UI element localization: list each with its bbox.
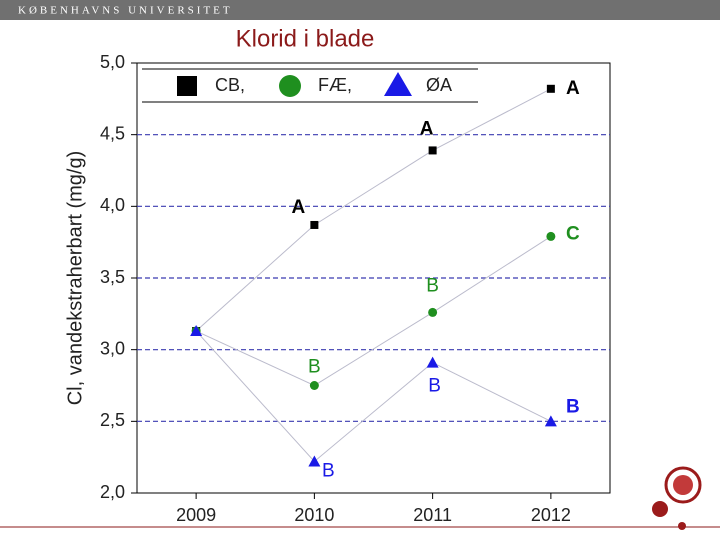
legend-marker — [177, 76, 197, 96]
significance-letter: B — [322, 460, 335, 481]
point — [546, 231, 556, 241]
x-tick-label: 2012 — [531, 505, 571, 525]
point — [428, 146, 437, 155]
chart-title: Klorid i blade — [236, 25, 375, 52]
y-tick-label: 2,0 — [100, 482, 125, 502]
point — [308, 455, 321, 467]
series-line — [195, 88, 552, 332]
y-tick-label: 2,5 — [100, 410, 125, 430]
significance-letter: B — [308, 357, 321, 378]
significance-letter: A — [420, 118, 434, 139]
point — [190, 325, 203, 337]
point — [309, 381, 319, 390]
significance-letter: B — [426, 275, 439, 296]
legend-label: CB, — [215, 75, 245, 95]
y-tick-label: 5,0 — [100, 52, 125, 72]
legend-marker — [279, 75, 301, 97]
logo — [652, 466, 702, 530]
significance-letter: A — [292, 197, 306, 218]
significance-letter: B — [428, 376, 441, 397]
legend-label: FÆ, — [318, 75, 352, 95]
x-tick-label: 2010 — [294, 505, 334, 525]
legend-label: ØA — [426, 75, 452, 95]
significance-letter: C — [566, 223, 580, 244]
y-tick-label: 4,0 — [100, 195, 125, 215]
series-line — [195, 330, 552, 463]
header-text: KØBENHAVNS UNIVERSITET — [18, 5, 233, 17]
y-tick-label: 3,0 — [100, 338, 125, 358]
point — [426, 356, 439, 368]
series-line — [195, 236, 552, 387]
header-bar — [0, 0, 720, 20]
point — [428, 307, 438, 317]
y-tick-label: 3,5 — [100, 267, 125, 287]
point — [544, 415, 557, 427]
point — [546, 84, 555, 93]
x-tick-label: 2009 — [176, 505, 216, 525]
y-tick-label: 4,5 — [100, 123, 125, 143]
legend-marker — [384, 72, 412, 96]
point — [310, 220, 319, 229]
x-tick-label: 2011 — [413, 505, 452, 525]
significance-letter: A — [566, 78, 580, 99]
significance-letter: B — [566, 396, 580, 417]
y-axis-label: Cl, vandekstraherbart (mg/g) — [64, 151, 86, 406]
